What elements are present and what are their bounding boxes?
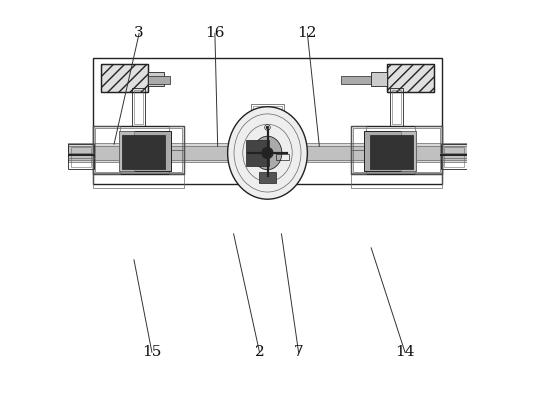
Text: 2: 2	[255, 345, 264, 359]
Bar	[119, 132, 134, 171]
Bar	[93, 58, 442, 184]
Bar	[441, 144, 467, 169]
Bar	[101, 64, 148, 92]
Text: 3: 3	[134, 26, 144, 40]
Bar	[392, 90, 401, 124]
Bar	[364, 132, 416, 171]
Bar	[351, 150, 366, 174]
Text: 12: 12	[297, 26, 317, 40]
Text: 14: 14	[395, 345, 415, 359]
Text: 15: 15	[142, 345, 162, 359]
Bar	[387, 64, 434, 92]
Bar	[351, 126, 366, 150]
Bar	[387, 64, 434, 92]
Ellipse shape	[253, 136, 282, 170]
Bar	[93, 126, 120, 174]
Bar	[123, 135, 165, 169]
Bar	[351, 173, 442, 188]
Bar	[276, 154, 289, 160]
Bar	[68, 144, 94, 169]
Text: 16: 16	[205, 26, 225, 40]
Bar	[251, 104, 284, 137]
Text: 7: 7	[294, 345, 303, 359]
Bar	[68, 143, 467, 162]
Bar	[253, 106, 282, 135]
Bar	[371, 72, 387, 86]
Bar	[148, 72, 164, 86]
Bar	[370, 135, 412, 169]
Circle shape	[266, 126, 269, 129]
Bar	[415, 126, 442, 174]
Bar	[341, 76, 371, 84]
Bar	[68, 146, 467, 160]
Circle shape	[265, 175, 270, 179]
Bar	[148, 76, 170, 84]
Bar	[401, 132, 416, 171]
Bar	[119, 132, 171, 171]
Bar	[246, 140, 269, 166]
Bar	[101, 64, 148, 92]
Bar	[169, 150, 184, 174]
Bar	[169, 126, 184, 150]
Bar	[390, 88, 403, 126]
Circle shape	[262, 147, 273, 158]
Circle shape	[265, 125, 270, 130]
Bar	[93, 173, 184, 188]
Bar	[259, 172, 276, 183]
Ellipse shape	[227, 107, 308, 199]
Bar	[93, 126, 184, 174]
Bar	[71, 147, 91, 166]
Bar	[353, 128, 440, 172]
Bar	[132, 88, 145, 126]
Bar	[95, 128, 182, 172]
Bar	[444, 147, 464, 166]
Bar	[351, 126, 442, 174]
Bar	[134, 90, 143, 124]
